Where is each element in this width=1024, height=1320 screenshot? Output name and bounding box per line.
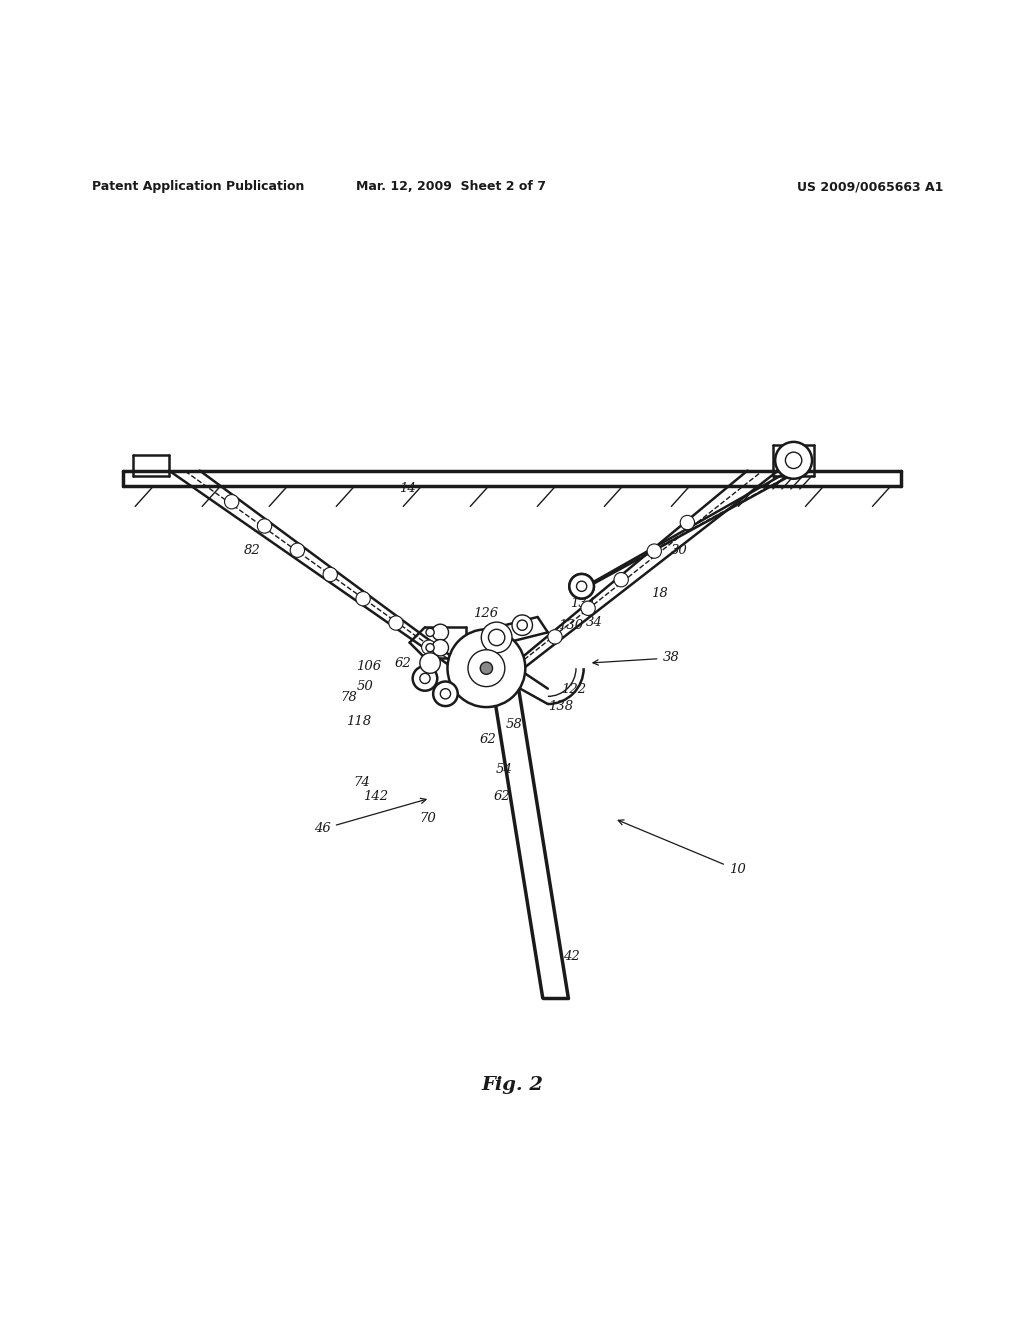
Text: 134: 134 (570, 597, 596, 610)
Circle shape (775, 442, 812, 479)
Text: 126: 126 (473, 607, 499, 620)
Circle shape (785, 453, 802, 469)
Text: 38: 38 (593, 652, 679, 665)
Text: 70: 70 (420, 812, 436, 825)
Text: 118: 118 (346, 715, 372, 727)
Text: 142: 142 (364, 789, 389, 803)
Circle shape (440, 689, 451, 698)
Circle shape (422, 640, 436, 655)
Circle shape (447, 630, 525, 708)
Circle shape (290, 543, 304, 557)
Circle shape (432, 639, 449, 656)
Text: 106: 106 (356, 660, 382, 673)
Text: 58: 58 (506, 718, 522, 731)
Circle shape (389, 616, 403, 630)
Circle shape (420, 673, 430, 684)
Circle shape (577, 581, 587, 591)
Circle shape (426, 644, 434, 652)
Circle shape (432, 624, 449, 640)
Text: 18: 18 (651, 587, 668, 599)
Text: 62: 62 (494, 789, 510, 803)
Circle shape (569, 574, 594, 598)
Text: 10: 10 (618, 820, 745, 876)
Circle shape (647, 544, 662, 558)
Text: 34: 34 (586, 615, 602, 628)
Circle shape (569, 574, 594, 598)
Text: 50: 50 (356, 680, 373, 693)
Text: 78: 78 (340, 692, 356, 705)
Circle shape (224, 495, 239, 510)
Text: 62: 62 (479, 734, 496, 746)
Circle shape (356, 591, 371, 606)
Text: 122: 122 (561, 684, 587, 696)
Circle shape (257, 519, 271, 533)
Text: 30: 30 (671, 544, 687, 557)
Circle shape (420, 653, 440, 673)
Text: 62: 62 (394, 656, 411, 669)
Text: US 2009/0065663 A1: US 2009/0065663 A1 (798, 181, 943, 194)
Text: 74: 74 (353, 776, 370, 789)
Text: 82: 82 (244, 544, 260, 557)
Text: Mar. 12, 2009  Sheet 2 of 7: Mar. 12, 2009 Sheet 2 of 7 (355, 181, 546, 194)
Circle shape (426, 628, 434, 636)
Circle shape (488, 630, 505, 645)
Circle shape (517, 620, 527, 631)
Circle shape (433, 681, 458, 706)
Circle shape (614, 573, 629, 587)
Text: Fig. 2: Fig. 2 (481, 1076, 543, 1094)
Circle shape (480, 663, 493, 675)
Text: 14: 14 (399, 483, 416, 495)
Circle shape (413, 667, 437, 690)
Circle shape (468, 649, 505, 686)
Circle shape (680, 515, 694, 529)
Circle shape (548, 630, 562, 644)
Text: 54: 54 (496, 763, 512, 776)
Text: Patent Application Publication: Patent Application Publication (92, 181, 304, 194)
Circle shape (512, 615, 532, 635)
Circle shape (581, 601, 595, 615)
Text: 46: 46 (314, 799, 426, 836)
Text: 138: 138 (548, 700, 573, 713)
Circle shape (481, 622, 512, 653)
Text: 42: 42 (563, 950, 580, 964)
Circle shape (324, 568, 338, 582)
Text: 130: 130 (558, 619, 584, 632)
